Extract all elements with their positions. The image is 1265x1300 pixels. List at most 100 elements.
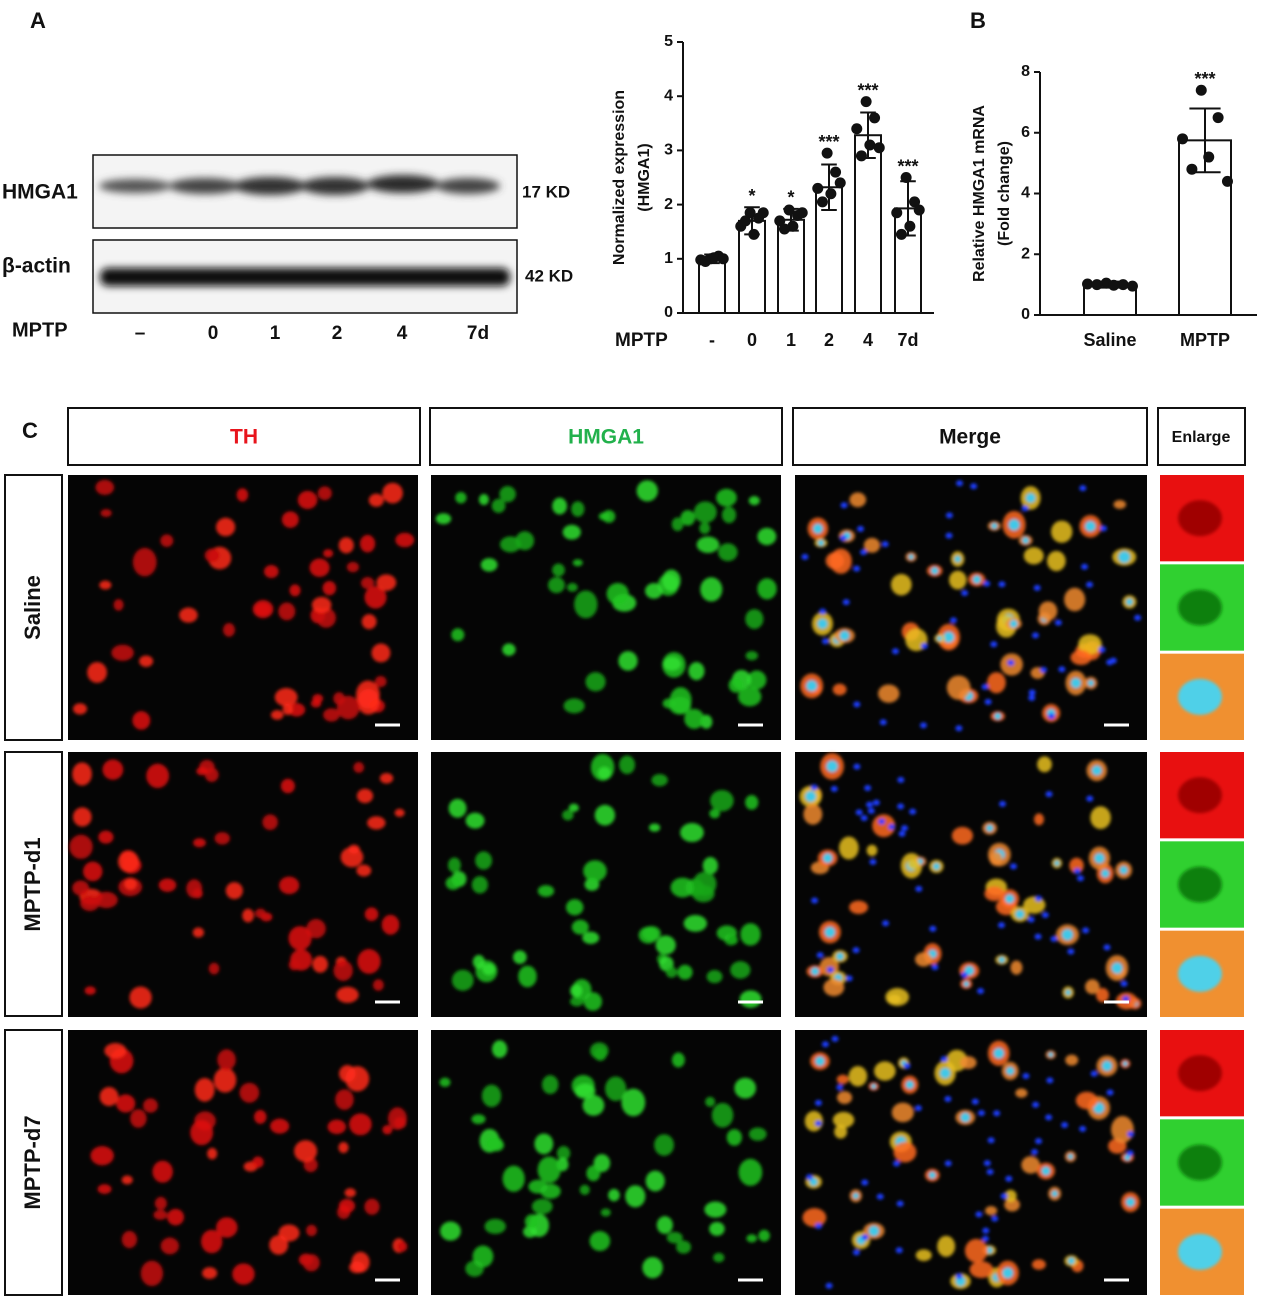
nucleus [814, 1099, 822, 1106]
cell [278, 1224, 300, 1242]
nucleus [1027, 916, 1035, 923]
nucleus [919, 722, 927, 729]
y-tick-label: 6 [1021, 124, 1030, 141]
cell [747, 670, 767, 690]
cell [740, 923, 761, 946]
cell [556, 1145, 571, 1161]
cell [186, 879, 203, 898]
data-point [891, 207, 903, 219]
cell [252, 600, 274, 619]
nucleus [954, 555, 962, 563]
nucleus [810, 967, 820, 976]
nucleus [867, 807, 875, 814]
nucleus [932, 862, 940, 870]
cell [288, 959, 300, 971]
nucleus [1103, 944, 1111, 951]
cell [586, 1165, 601, 1182]
lane-label: 0 [208, 323, 219, 344]
data-point [1126, 280, 1138, 292]
cell [225, 882, 243, 900]
nucleus [842, 599, 850, 606]
nucleus [977, 1109, 985, 1116]
lane-label: 2 [332, 323, 343, 344]
nucleus [1093, 1102, 1105, 1114]
cell [693, 501, 717, 524]
nucleus [1058, 666, 1066, 673]
nucleus [872, 799, 880, 806]
micrograph [68, 1030, 418, 1295]
cell [665, 966, 678, 978]
nucleus [806, 680, 818, 692]
data-point [744, 207, 756, 219]
cell [336, 695, 360, 720]
cell [87, 661, 107, 683]
cell [484, 1218, 506, 1235]
cell [1037, 756, 1052, 773]
nucleus [903, 1062, 911, 1069]
nucleus [1073, 868, 1081, 875]
nucleus [1101, 869, 1110, 878]
cell [597, 766, 611, 780]
cell [359, 534, 376, 553]
bar [698, 257, 726, 314]
cell [72, 880, 90, 896]
cell [472, 1245, 494, 1268]
column-header: HMGA1 [568, 426, 644, 449]
data-point [778, 223, 790, 235]
data-point [1177, 133, 1189, 145]
cell [531, 1198, 553, 1215]
nucleus [1028, 689, 1036, 696]
nucleus [1067, 1257, 1075, 1265]
nucleus [801, 553, 809, 560]
y-axis-label: (Fold change) [996, 141, 1013, 246]
x-tick-label: 7d [897, 330, 918, 350]
cell [692, 885, 715, 903]
y-tick-label: 4 [1021, 185, 1030, 202]
cell [1031, 1259, 1046, 1270]
cell [645, 1170, 665, 1192]
cell [964, 1238, 988, 1263]
data-point [787, 220, 799, 232]
cell [1010, 960, 1023, 975]
nucleus [999, 800, 1007, 807]
cell [204, 767, 219, 782]
nucleus [817, 618, 828, 630]
nucleus [1134, 614, 1142, 621]
x-tick-label: 0 [747, 330, 757, 350]
cell [160, 1237, 179, 1255]
nucleus [1091, 765, 1102, 776]
nucleus [821, 638, 829, 645]
nucleus [981, 683, 989, 690]
y-tick-label: 0 [664, 304, 673, 321]
nucleus [931, 964, 939, 971]
micrograph [431, 752, 781, 1017]
nucleus [1111, 962, 1123, 974]
nucleus [1118, 551, 1131, 564]
data-point [851, 123, 863, 135]
nucleus [975, 1211, 983, 1218]
cell [472, 954, 485, 969]
nucleus [1009, 619, 1018, 628]
data-point [1117, 279, 1129, 291]
cell [589, 1231, 611, 1252]
cell [1015, 1088, 1028, 1098]
nucleus [1106, 1089, 1114, 1096]
nucleus [1109, 657, 1117, 664]
nucleus [892, 1160, 900, 1167]
cell [104, 1043, 127, 1059]
nucleus [868, 1225, 880, 1237]
cells [69, 759, 405, 1009]
cell [1075, 1091, 1098, 1110]
nucleus [896, 1200, 904, 1207]
significance: *** [818, 132, 839, 152]
data-point [1186, 163, 1198, 175]
data-point [816, 196, 828, 208]
cell [823, 978, 845, 997]
nucleus [991, 1215, 999, 1222]
cell [872, 814, 896, 838]
data-point [774, 215, 786, 227]
cell [448, 798, 467, 818]
nucleus [815, 1056, 825, 1066]
nucleus [1084, 520, 1096, 532]
cell [214, 832, 231, 845]
